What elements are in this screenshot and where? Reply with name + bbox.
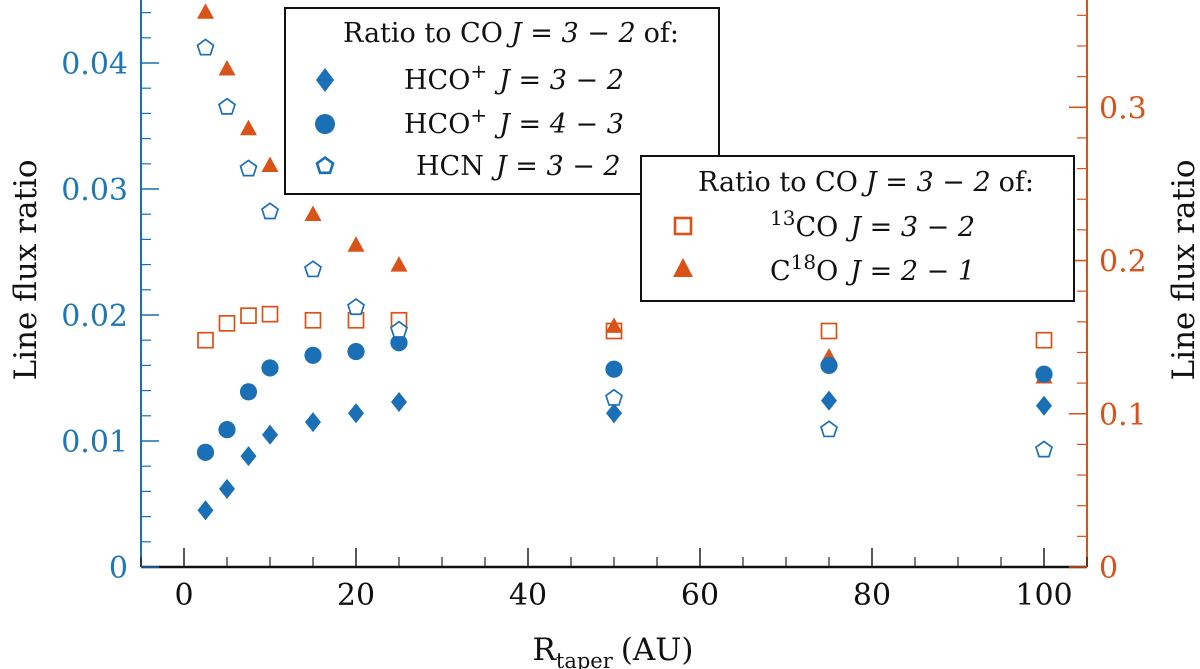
point-hco-j-3-2: [348, 403, 364, 424]
legend-orange-series: Ratio to CO J = 3 − 2 of: 13CO J = 3 − 2 C1…: [640, 155, 1075, 302]
point-hco-j-4-3: [218, 421, 236, 439]
left-tick-label: 0: [109, 551, 128, 586]
legend-hco-43-label: HCO+ J = 4 − 3: [404, 103, 624, 140]
point-hco-j-4-3: [1035, 365, 1053, 383]
point-hco-j-4-3: [820, 356, 838, 374]
point-hcn-j-3-2: [261, 202, 279, 220]
point-13co-j-3-2: [240, 307, 257, 325]
legend-hco-43-marker-shape: [315, 114, 335, 134]
point-hco-j-3-2: [1036, 395, 1052, 416]
left-tick-label: 0.01: [61, 425, 128, 460]
point-c18o-j-2-1: [197, 3, 214, 19]
point-hco-j-3-2: [262, 424, 278, 445]
legend-hco-32-marker: [316, 68, 334, 92]
legend-hco-43-marker: [315, 114, 335, 134]
point-hcn-j-3-2: [390, 320, 408, 338]
point-13co-j-3-2: [304, 311, 322, 329]
x-tick-label: 80: [853, 578, 891, 613]
point-hco-j-3-2: [391, 391, 407, 412]
legend-c18o-label: C18O J = 2 − 1: [770, 250, 975, 287]
left-tick-label: 0.02: [61, 299, 128, 334]
x-axis-title: Rtaper (AU): [533, 632, 694, 669]
point-hco-j-3-2: [240, 446, 257, 467]
point-hcn-j-3-2: [1035, 440, 1053, 458]
legend-c18o-marker-shape: [673, 258, 693, 277]
point-hco-j-4-3: [605, 360, 623, 378]
right-tick-label: 0: [1099, 551, 1118, 586]
point-13co-j-3-2: [218, 314, 236, 332]
point-13co-j-3-2: [1035, 331, 1053, 349]
point-hco-j-3-2: [305, 412, 321, 433]
legend-13co-label: 13CO J = 3 − 2: [770, 206, 975, 243]
point-c18o-j-2-1: [218, 59, 236, 76]
legend-hco-32-label: HCO+ J = 3 − 2: [404, 59, 624, 96]
point-hcn-j-3-2: [218, 97, 236, 115]
legend-orange-box: [640, 155, 1075, 302]
point-c18o-j-2-1: [347, 236, 365, 252]
point-hco-j-4-3: [304, 346, 322, 364]
right-y-axis-title: Line flux ratio: [1166, 160, 1200, 381]
point-hco-j-4-3: [390, 334, 408, 352]
left-tick-label: 0.04: [61, 47, 128, 82]
legend-orange-title: Ratio to CO J = 3 − 2 of:: [698, 167, 1034, 198]
point-hcn-j-3-2: [239, 159, 258, 177]
point-hcn-j-3-2: [605, 388, 623, 406]
point-hcn-j-3-2: [820, 420, 838, 438]
point-hco-j-4-3: [347, 342, 365, 361]
point-hco-j-3-2: [821, 390, 837, 411]
point-c18o-j-2-1: [605, 317, 623, 333]
point-hco-j-4-3: [261, 359, 279, 377]
point-hcn-j-3-2: [347, 297, 365, 316]
legend-blue-title: Ratio to CO J = 3 − 2 of:: [343, 18, 679, 49]
legend-13co-marker-shape: [673, 216, 693, 236]
point-13co-j-3-2: [197, 331, 214, 349]
right-tick-label: 0.1: [1099, 398, 1147, 433]
left-y-axis-title: Line flux ratio: [8, 160, 44, 381]
legend-blue-series: Ratio to CO J = 3 − 2 of: HCO+ J = 3 − 2 HC…: [284, 7, 720, 195]
point-c18o-j-2-1: [240, 119, 257, 136]
legend-hcn-32-label: HCN J = 3 − 2: [416, 151, 621, 182]
right-tick-label: 0.2: [1099, 245, 1147, 280]
legend-hco-32-marker-shape: [316, 68, 334, 92]
legend-hcn-32-marker-shape: [315, 155, 335, 175]
point-hco-j-4-3: [196, 443, 215, 461]
point-13co-j-3-2: [261, 305, 279, 323]
point-hco-j-3-2: [197, 500, 214, 521]
legend-hcn-32-marker: [315, 155, 335, 175]
point-hco-j-3-2: [219, 478, 235, 499]
point-c18o-j-2-1: [261, 156, 279, 173]
x-tick-label: 100: [1015, 578, 1072, 613]
x-tick-label: 40: [509, 578, 547, 613]
x-tick-label: 60: [681, 578, 719, 613]
point-13co-j-3-2: [820, 322, 838, 340]
point-hco-j-3-2: [606, 403, 622, 424]
point-hco-j-4-3: [239, 383, 258, 401]
left-tick-label: 0.03: [61, 173, 128, 208]
x-tick-label: 20: [337, 578, 375, 613]
legend-c18o-marker: [673, 258, 693, 277]
x-tick-label: 0: [174, 578, 193, 613]
legend-13co-marker: [673, 216, 693, 236]
right-tick-label: 0.3: [1099, 91, 1147, 126]
point-hcn-j-3-2: [304, 260, 322, 278]
point-c18o-j-2-1: [390, 256, 408, 272]
point-hcn-j-3-2: [196, 38, 215, 56]
point-c18o-j-2-1: [304, 205, 322, 222]
